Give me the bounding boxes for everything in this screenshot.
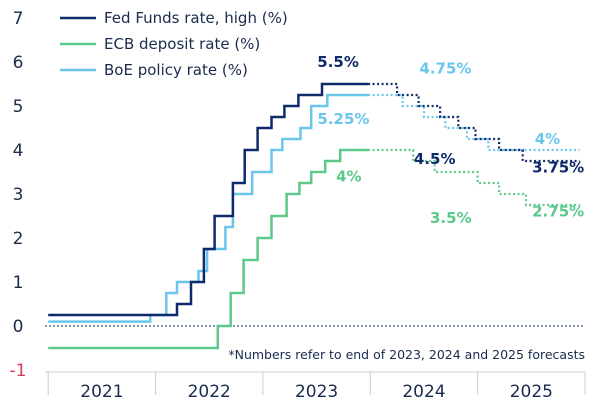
y-tick-label: 4 [13,141,24,161]
grid-layer [45,325,586,395]
x-tick-label: 2024 [402,382,445,402]
x-axis-ticks: 2021 2022 2023 2024 2025 [80,382,553,402]
series-line-forecast [368,148,580,207]
x-tick-label: 2023 [295,382,338,402]
y-tick-label: 2 [13,229,24,249]
legend-label: BoE policy rate (%) [104,61,248,79]
series-layer [48,82,580,350]
x-tick-label: 2022 [188,382,231,402]
data-label: 4% [336,167,361,185]
series-line-forecast [368,93,580,152]
y-axis-ticks: -1 0 1 2 3 4 5 6 7 [10,9,27,381]
data-label: 5.25% [317,110,369,128]
footnote: *Numbers refer to end of 2023, 2024 and … [228,347,585,362]
data-label: 4.75% [419,60,471,78]
series-line-actual [48,82,369,317]
y-tick-label: -1 [10,361,27,381]
annotations: 5.5% 5.25% 4% 4.75% 4.5% 3.5% 4% 3.75% 2.75% [317,53,584,227]
y-tick-label: 7 [13,9,24,29]
series-line-forecast [368,82,580,163]
y-tick-label: 6 [13,53,24,73]
data-label: 2.75% [532,203,584,221]
legend-label: ECB deposit rate (%) [104,35,260,53]
data-label: 5.5% [317,53,359,71]
series-line-actual [48,148,369,350]
data-label: 4.5% [414,150,456,168]
y-tick-label: 3 [13,185,24,205]
legend-label: Fed Funds rate, high (%) [104,9,288,27]
series-line-actual [48,93,369,323]
x-tick-label: 2025 [510,382,553,402]
y-tick-label: 1 [13,273,24,293]
x-tick-label: 2021 [80,382,123,402]
y-tick-label: 0 [13,317,24,337]
data-label: 3.5% [430,209,472,227]
y-tick-label: 5 [13,97,24,117]
data-label: 3.75% [532,159,584,177]
legend: Fed Funds rate, high (%) ECB deposit rate… [60,9,288,79]
data-label: 4% [535,130,560,148]
